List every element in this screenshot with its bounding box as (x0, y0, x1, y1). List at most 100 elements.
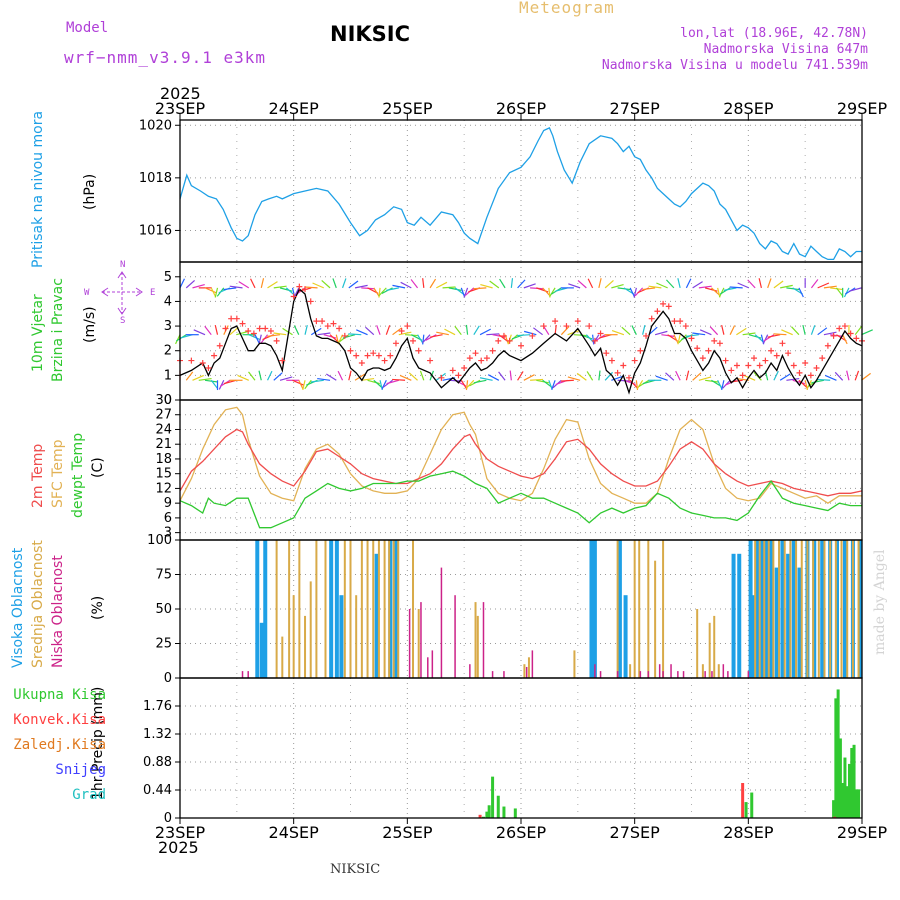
temperature-ytick-label: 27 (155, 408, 172, 423)
cloud-low-bar (454, 595, 456, 678)
gust-marker (364, 352, 371, 359)
cloud-mid-bar (304, 615, 307, 678)
precip-ytick-label: 1.32 (143, 727, 172, 742)
gust-marker (733, 362, 740, 369)
wind-arrow (337, 370, 344, 381)
wind-arrow (517, 371, 524, 381)
gust-marker (671, 318, 678, 325)
time-label-top: 27SEP (610, 99, 661, 118)
temp-2m-line (179, 428, 863, 497)
cloud-mid-bar (343, 540, 346, 678)
wind-arrow (229, 326, 239, 336)
gust-marker (711, 337, 718, 344)
wind-arrow (448, 287, 462, 291)
wind-arrow (843, 287, 850, 298)
cloud-mid-bar (633, 540, 636, 678)
wind-arrow (648, 285, 662, 289)
gust-marker (813, 364, 820, 371)
cloud-low-bar (469, 664, 471, 678)
cloud-mid-bar (717, 664, 720, 678)
cloud-low-bar (670, 664, 672, 678)
gust-marker (302, 286, 309, 293)
cloud-mid-bar (360, 540, 363, 678)
gust-marker (608, 357, 615, 364)
wind-arrow (237, 374, 250, 381)
year-label-top: 2025 (160, 84, 201, 103)
wind-arrow (754, 334, 764, 343)
wind-arrow (408, 372, 418, 381)
wind-arrow (810, 279, 819, 289)
wind-arrow (861, 372, 871, 381)
time-label-bottom: 27SEP (610, 823, 661, 842)
cloud-mid-bar (392, 540, 395, 678)
gust-marker (273, 337, 280, 344)
gust-marker (478, 357, 485, 364)
pressure-series-line (179, 127, 862, 261)
cloud-low-bar (431, 650, 434, 678)
clouds-ytick-label: 100 (147, 533, 172, 548)
wind-arrow (719, 287, 731, 295)
wind-arrow (266, 370, 273, 381)
wind-ytick-label: 1 (164, 368, 172, 383)
gust-marker (222, 325, 229, 332)
cloud-mid-bar (795, 540, 798, 678)
cloud-low-bar (662, 671, 664, 678)
cloud-low-bar (427, 657, 429, 678)
wind-arrow (317, 377, 331, 381)
wind-ytick-label: 3 (164, 319, 172, 334)
cloud-low-bar (503, 671, 505, 678)
wind-arrow (729, 286, 743, 289)
cloud-low-bar (747, 671, 750, 678)
gust-marker (489, 347, 496, 354)
gust-marker (620, 362, 627, 369)
precip-conv-bar (478, 814, 482, 818)
cloud-mid-bar (366, 540, 369, 678)
cloud-mid-bar (275, 540, 278, 678)
precip-ytick-label: 1.76 (143, 699, 172, 714)
precip-total-bar (513, 808, 517, 818)
wind-arrow (842, 334, 848, 345)
gust-marker (415, 347, 422, 354)
wind-arrow (621, 326, 631, 336)
footer-station: NIKSIC (330, 862, 381, 877)
cloud-high-bar (755, 540, 760, 678)
wind-arrow (465, 324, 469, 335)
cloud-mid-bar (823, 540, 826, 678)
wind-arrow (791, 326, 800, 336)
wind-arrow (312, 282, 325, 289)
cloud-mid-bar (696, 609, 699, 678)
gust-marker (762, 357, 769, 364)
wind-arrow (348, 333, 362, 336)
wind-arrow (773, 333, 787, 336)
gust-marker (751, 355, 758, 362)
wind-arrow (254, 334, 261, 345)
wind-arrow (517, 279, 526, 289)
cloud-mid-bar (800, 540, 803, 678)
precip-total-bar (834, 698, 838, 818)
temperature-ytick-label: 9 (164, 496, 172, 511)
cloud-low-bar (682, 671, 685, 678)
gust-marker (631, 357, 638, 364)
wind-arrow (473, 379, 487, 384)
cloud-high-bar (617, 540, 622, 678)
wind-arrow (542, 287, 551, 297)
gust-marker (574, 318, 581, 325)
wind-arrow (721, 380, 725, 391)
wind-arrow (767, 334, 781, 338)
wind-arrow (419, 370, 425, 381)
cloud-low-bar (704, 671, 706, 678)
precip-total-bar (496, 795, 500, 818)
wind-arrow (479, 328, 492, 336)
wind-arrow (250, 278, 256, 289)
wind-arrow (762, 334, 769, 345)
wind-arrow (348, 370, 352, 381)
cloud-high-bar (589, 540, 594, 678)
cloud-mid-bar (713, 615, 716, 678)
gust-marker (563, 323, 570, 330)
wind-arrow (665, 279, 675, 289)
wind-arrow (533, 327, 543, 336)
gust-marker (216, 342, 223, 349)
wind-arrow (849, 287, 862, 292)
precip-total-bar (491, 776, 495, 818)
gust-marker (853, 335, 860, 342)
